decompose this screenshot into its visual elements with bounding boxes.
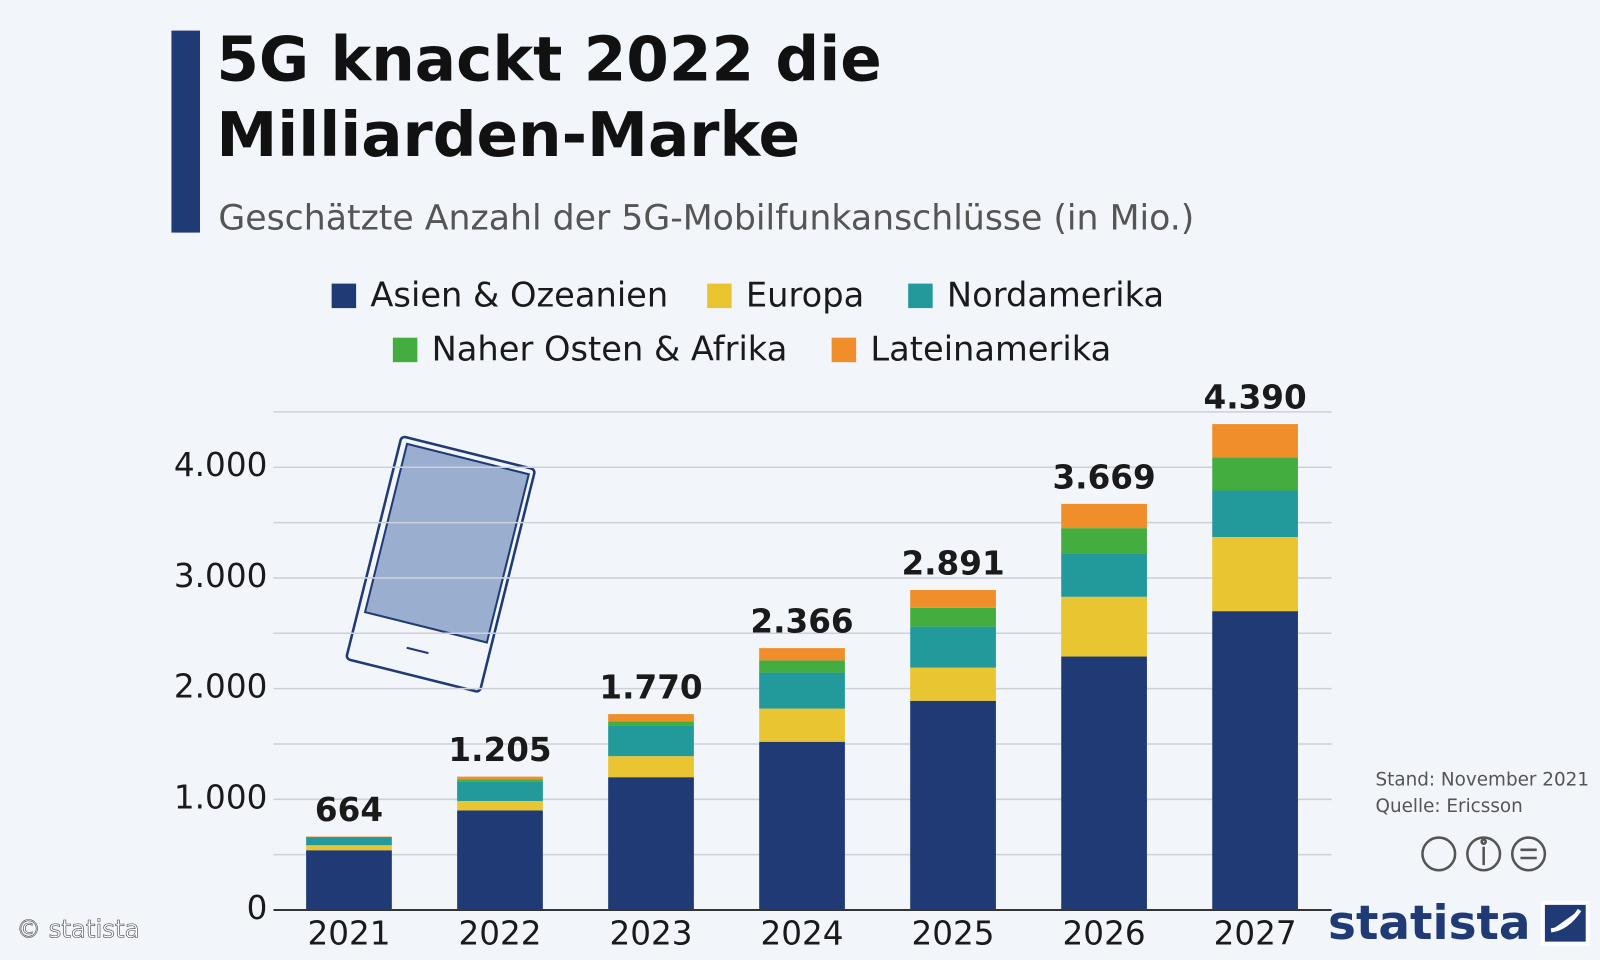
bar-segment xyxy=(1212,457,1298,491)
y-tick-label: 1.000 xyxy=(174,778,267,816)
credit: © statista xyxy=(16,914,139,943)
total-label: 1.770 xyxy=(599,669,702,707)
bar-segment xyxy=(306,850,392,911)
bar-segment xyxy=(1061,596,1147,657)
bar-segment xyxy=(457,800,543,811)
x-tick-label: 2022 xyxy=(458,915,541,953)
legend-label: Nordamerika xyxy=(947,275,1164,314)
source-note: Stand: November 2021 xyxy=(1376,769,1590,790)
bar-segment xyxy=(608,777,694,911)
x-tick-label: 2026 xyxy=(1063,915,1146,953)
y-tick-label: 0 xyxy=(247,889,268,927)
bar-segment xyxy=(910,607,996,627)
cc-icons xyxy=(1421,836,1547,872)
bar-segment xyxy=(306,837,392,846)
bar-segment xyxy=(608,721,694,726)
bar-segment xyxy=(457,776,543,780)
bar-segment xyxy=(1061,553,1147,597)
total-label: 3.669 xyxy=(1052,458,1155,496)
bar-segment xyxy=(1212,424,1298,458)
bar-segment xyxy=(759,660,845,673)
source-note: Quelle: Ericsson xyxy=(1376,796,1523,817)
bar-segment xyxy=(457,781,543,801)
y-tick-label: 3.000 xyxy=(174,557,267,595)
x-tick-label: 2024 xyxy=(761,915,844,953)
bar-segment xyxy=(306,845,392,851)
bar-segment xyxy=(1212,611,1298,911)
bar-segment xyxy=(759,648,845,661)
bar-segment xyxy=(457,779,543,782)
x-tick-label: 2021 xyxy=(307,915,390,953)
bar-segment xyxy=(306,836,392,838)
brand-icon xyxy=(1540,900,1590,946)
x-tick-label: 2023 xyxy=(610,915,693,953)
bar-segment xyxy=(608,756,694,778)
y-tick-label: 2.000 xyxy=(174,668,267,706)
total-label: 2.366 xyxy=(750,603,853,641)
legend-swatch xyxy=(908,283,933,309)
total-label: 4.390 xyxy=(1203,379,1306,417)
bar-segment xyxy=(1061,503,1147,529)
total-label: 664 xyxy=(315,791,383,829)
x-tick-label: 2025 xyxy=(912,915,995,953)
total-label: 1.205 xyxy=(448,731,551,769)
chart-title: 5G knackt 2022 die Milliarden-Marke xyxy=(216,24,882,172)
bar-segment xyxy=(1061,656,1147,911)
bar-segment xyxy=(759,708,845,742)
legend-label: Naher Osten & Afrika xyxy=(432,329,788,368)
legend-swatch xyxy=(707,283,732,309)
bar-segment xyxy=(910,667,996,701)
bar-segment xyxy=(1212,536,1298,612)
total-label: 2.891 xyxy=(901,545,1004,583)
bar-segment xyxy=(608,725,694,757)
y-tick-label: 4.000 xyxy=(174,446,267,484)
bar-segment xyxy=(759,741,845,911)
title-box: 5G knackt 2022 die Milliarden-Marke xyxy=(216,24,882,172)
bar-segment xyxy=(910,626,996,668)
legend-label: Europa xyxy=(746,275,864,314)
title-accent xyxy=(171,30,200,233)
bar-segment xyxy=(457,810,543,911)
legend-label: Lateinamerika xyxy=(870,329,1111,368)
legend-swatch xyxy=(392,337,418,363)
bar-segment xyxy=(1212,490,1298,537)
legend-swatch xyxy=(831,337,857,363)
bar-segment xyxy=(1061,528,1147,554)
legend-swatch xyxy=(331,283,357,309)
bar-segment xyxy=(759,672,845,709)
chart-subtitle: Geschätzte Anzahl der 5G-Mobilfunkanschl… xyxy=(218,198,1194,238)
bar-segment xyxy=(910,700,996,911)
x-tick-label: 2027 xyxy=(1214,915,1297,953)
legend-label: Asien & Ozeanien xyxy=(370,275,668,314)
phone-icon xyxy=(345,435,536,693)
bar-segment xyxy=(608,714,694,722)
brand: statista xyxy=(1328,896,1531,951)
bar-segment xyxy=(910,590,996,608)
